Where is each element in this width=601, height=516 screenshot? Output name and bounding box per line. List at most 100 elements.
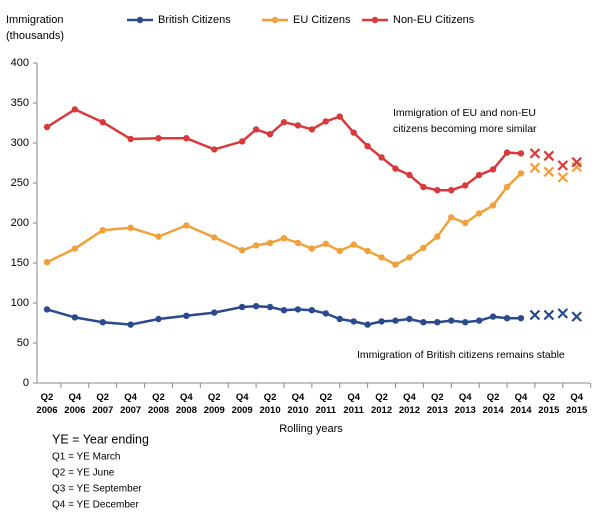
point xyxy=(364,321,371,328)
x-tick-label: Q2 2008 xyxy=(148,392,169,416)
provisional-point xyxy=(557,172,569,183)
point xyxy=(503,183,511,191)
point xyxy=(475,171,483,179)
annotation-line: Immigration of EU and non-EU xyxy=(393,107,536,119)
point xyxy=(420,244,427,251)
point xyxy=(392,165,399,172)
point xyxy=(252,126,260,133)
point xyxy=(322,240,329,247)
point xyxy=(294,306,302,313)
point xyxy=(183,312,190,319)
point xyxy=(336,247,343,255)
annotation: Immigration of EU and non-EU citizens bec… xyxy=(393,107,537,135)
point xyxy=(183,135,190,142)
x-tick-label: Q2 2014 xyxy=(483,392,505,416)
provisional-point xyxy=(543,166,555,178)
point xyxy=(294,122,302,129)
point xyxy=(462,219,469,227)
point xyxy=(280,235,288,242)
point xyxy=(308,126,316,133)
point xyxy=(392,261,399,268)
point xyxy=(280,119,288,126)
provisional-point xyxy=(529,309,541,321)
point xyxy=(475,317,483,324)
point xyxy=(420,319,427,326)
point xyxy=(43,123,51,131)
y-tick-label: 150 xyxy=(11,257,29,269)
legend-label: Non-EU Citizens xyxy=(393,14,475,26)
x-tick-label: Q4 2008 xyxy=(176,392,197,416)
point xyxy=(71,106,79,113)
footnote: Q3 = YE September xyxy=(52,484,142,495)
point xyxy=(211,309,218,316)
annotation: Immigration of British citizens remains … xyxy=(357,349,565,361)
point xyxy=(322,118,329,125)
point xyxy=(434,187,441,194)
point xyxy=(71,314,79,321)
point xyxy=(489,313,497,320)
point xyxy=(364,247,371,255)
point xyxy=(462,319,469,326)
point xyxy=(127,224,134,231)
y-tick-label: 200 xyxy=(11,217,29,229)
point xyxy=(183,222,190,229)
point xyxy=(308,307,316,314)
point xyxy=(336,113,343,120)
provisional-point xyxy=(529,148,541,159)
point xyxy=(448,187,455,194)
point xyxy=(99,119,106,126)
point xyxy=(308,245,316,252)
point xyxy=(503,149,511,156)
provisional-point xyxy=(571,311,582,322)
point xyxy=(280,307,288,314)
series-line xyxy=(46,107,522,192)
x-tick-label: Q4 2013 xyxy=(455,392,476,416)
point xyxy=(294,239,302,247)
point xyxy=(266,303,274,311)
footnote: Q2 = YE June xyxy=(52,468,115,479)
x-tick-label: Q2 2015 xyxy=(538,392,560,416)
x-axis-title: Rolling years xyxy=(279,423,343,435)
point xyxy=(252,242,260,249)
point xyxy=(99,227,106,234)
y-tick-label: 400 xyxy=(11,57,29,69)
point xyxy=(211,234,218,241)
annotation-line: citizens becoming more similar xyxy=(393,123,537,135)
point xyxy=(350,241,357,248)
y-axis-title-line: Immigration xyxy=(6,14,63,26)
x-tick-label: Q2 2013 xyxy=(427,392,448,416)
x-tick-label: Q4 2007 xyxy=(120,392,141,416)
point xyxy=(99,319,106,326)
point xyxy=(392,317,399,324)
point xyxy=(266,239,274,247)
provisional-point xyxy=(543,309,555,321)
provisional-point xyxy=(557,308,569,319)
x-tick-label: Q2 2009 xyxy=(204,392,225,416)
x-tick-label: Q4 2012 xyxy=(399,392,420,416)
point xyxy=(406,315,413,323)
point xyxy=(517,170,525,177)
point xyxy=(127,321,134,328)
point xyxy=(252,303,260,310)
point xyxy=(434,233,441,240)
x-tick-label: Q4 2014 xyxy=(510,392,532,416)
series-line xyxy=(46,304,521,326)
y-tick-label: 50 xyxy=(17,337,29,349)
point xyxy=(71,245,79,252)
point xyxy=(350,318,357,325)
point xyxy=(378,254,385,261)
point xyxy=(238,138,246,145)
point xyxy=(378,154,385,161)
point xyxy=(475,210,483,217)
provisional-point xyxy=(529,162,541,174)
x-tick-label: Q2 2007 xyxy=(92,392,113,416)
point xyxy=(462,182,469,189)
y-tick-label: 300 xyxy=(11,137,29,149)
legend-label: British Citizens xyxy=(158,14,231,26)
point xyxy=(489,166,497,173)
point xyxy=(517,315,525,322)
point xyxy=(364,143,371,150)
x-tick-label: Q2 2010 xyxy=(259,392,280,416)
footnote: Q4 = YE December xyxy=(52,500,139,511)
